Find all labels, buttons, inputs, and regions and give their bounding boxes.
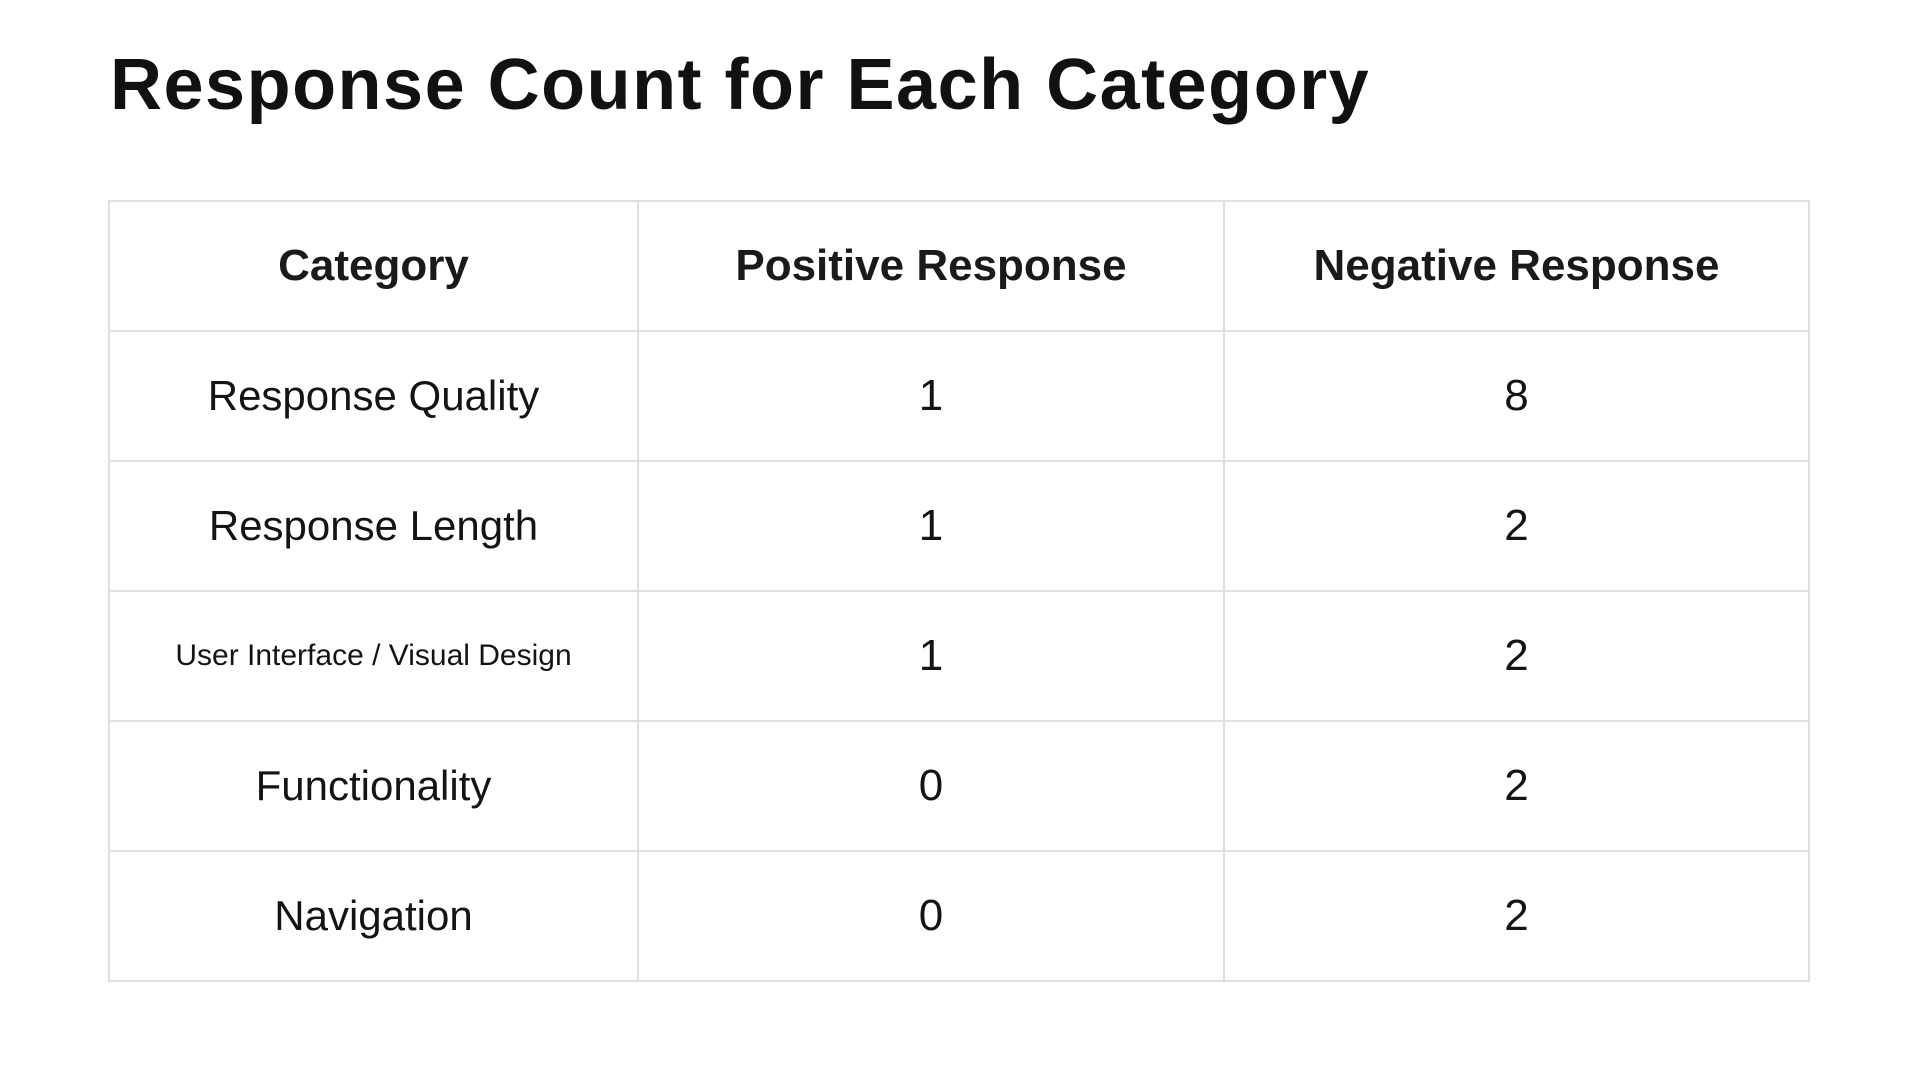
column-header-positive-response: Positive Response	[637, 200, 1225, 332]
table-row: Navigation 0 2	[108, 850, 1810, 982]
positive-count-cell: 0	[637, 850, 1225, 982]
negative-count-cell: 2	[1223, 460, 1810, 592]
positive-count-cell: 0	[637, 720, 1225, 852]
table-row: Response Quality 1 8	[108, 330, 1810, 462]
table-row: Response Length 1 2	[108, 460, 1810, 592]
category-cell: Functionality	[108, 720, 639, 852]
column-header-negative-response: Negative Response	[1223, 200, 1810, 332]
page-title: Response Count for Each Category	[110, 45, 1371, 125]
negative-count-cell: 2	[1223, 720, 1810, 852]
positive-count-cell: 1	[637, 460, 1225, 592]
header-row: Category Positive Response Negative Resp…	[108, 200, 1810, 332]
table-row: Functionality 0 2	[108, 720, 1810, 852]
positive-count-cell: 1	[637, 590, 1225, 722]
category-cell: Navigation	[108, 850, 639, 982]
column-header-category: Category	[108, 200, 639, 332]
negative-count-cell: 2	[1223, 590, 1810, 722]
response-count-table: Category Positive Response Negative Resp…	[108, 200, 1810, 982]
category-cell: User Interface / Visual Design	[108, 590, 639, 722]
negative-count-cell: 2	[1223, 850, 1810, 982]
category-cell: Response Length	[108, 460, 639, 592]
positive-count-cell: 1	[637, 330, 1225, 462]
table-row: User Interface / Visual Design 1 2	[108, 590, 1810, 722]
table-header: Category Positive Response Negative Resp…	[108, 200, 1810, 332]
table-body: Response Quality 1 8 Response Length 1 2…	[108, 330, 1810, 982]
category-cell: Response Quality	[108, 330, 639, 462]
negative-count-cell: 8	[1223, 330, 1810, 462]
